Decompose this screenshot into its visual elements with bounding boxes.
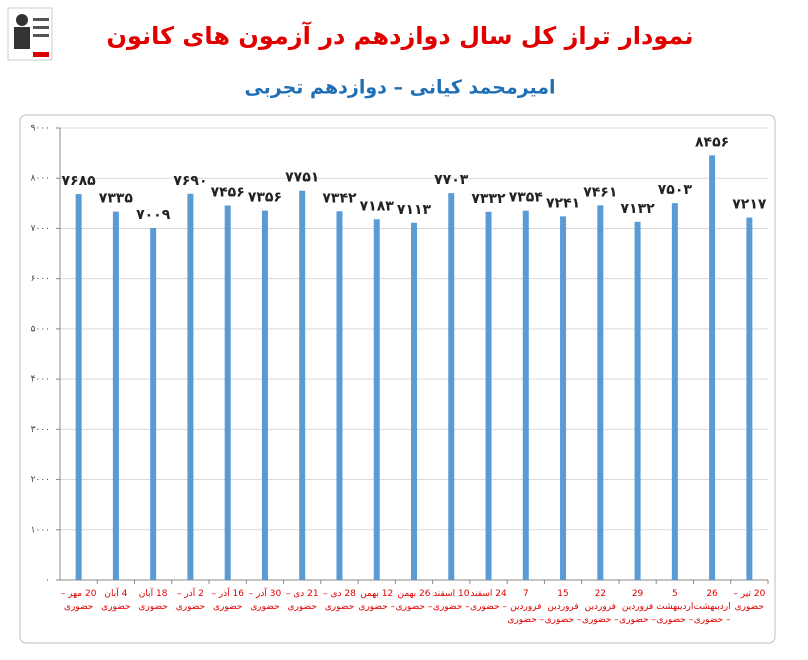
data-label: ۷۱۳۲ xyxy=(620,201,655,217)
data-label: ۸۴۵۶ xyxy=(695,134,729,150)
x-tick-label: 4 آبان حضوری xyxy=(101,589,131,612)
data-label: ۷۳۵۴ xyxy=(509,190,544,206)
data-label: ۷۳۵۶ xyxy=(248,190,282,206)
bar xyxy=(75,194,82,580)
data-label: ۷۶۸۵ xyxy=(62,173,97,189)
data-label: ۷۲۴۱ xyxy=(546,195,580,211)
x-tick-label: 30 آذر – حضوری xyxy=(248,589,282,612)
bar xyxy=(224,205,231,581)
data-label: ۷۳۳۲ xyxy=(471,191,506,207)
x-tick-label: 21 دی – حضوری xyxy=(285,589,319,612)
bar xyxy=(373,219,380,580)
bar xyxy=(299,190,306,581)
x-tick-label: 20 مهر – حضوری xyxy=(60,589,97,612)
bar xyxy=(112,211,119,580)
data-label: ۷۷۰۳ xyxy=(434,172,469,188)
x-tick-label: 26 بهمن – حضوری xyxy=(395,589,433,612)
bar xyxy=(448,193,455,580)
bar xyxy=(560,216,567,580)
data-label: ۷۴۵۶ xyxy=(211,185,245,201)
y-tick-label: ۴۰۰۰ xyxy=(31,375,50,385)
x-tick-label: 10 اسفند – حضوری xyxy=(432,589,470,612)
bar xyxy=(597,205,604,581)
bar xyxy=(746,217,753,581)
y-tick-label: ۵۰۰۰ xyxy=(31,324,50,334)
y-tick-label: ۷۰۰۰ xyxy=(31,224,50,234)
bar xyxy=(150,227,157,581)
x-tick-label: 26 اردیبهشت – حضوری xyxy=(693,589,731,625)
y-tick-label: ۳۰۰۰ xyxy=(31,425,50,435)
bar xyxy=(709,155,716,580)
x-tick-label: 28 دی – حضوری xyxy=(323,589,356,612)
data-label: ۷۳۳۵ xyxy=(99,191,134,207)
bar xyxy=(336,211,343,581)
chart-title: نمودار تراز کل سال دوازدهم در آزمون های … xyxy=(107,21,694,50)
bar xyxy=(485,211,492,580)
bar xyxy=(261,210,268,580)
x-tick-label: 5 اردیبهشت – حضوری xyxy=(656,589,694,625)
bar xyxy=(522,210,529,580)
logo xyxy=(7,7,53,61)
x-tick-label: 12 بهمن – حضوری xyxy=(358,589,396,612)
x-tick-label: 29 فروردین – حضوری xyxy=(619,589,656,625)
y-tick-label: ۶۰۰۰ xyxy=(31,274,50,284)
x-tick-label: 2 آذر – حضوری xyxy=(175,589,206,612)
data-label: ۷۲۱۷ xyxy=(732,197,767,213)
x-tick-label: 18 آبان حضوری xyxy=(138,589,168,612)
data-label: ۷۷۵۱ xyxy=(285,170,319,186)
plot-frame xyxy=(19,114,776,644)
y-tick-label: ۱۰۰۰ xyxy=(31,525,50,535)
data-label: ۷۳۴۲ xyxy=(322,190,357,206)
y-tick-label: ۹۰۰۰ xyxy=(31,124,50,134)
data-label: ۷۱۸۳ xyxy=(360,198,395,214)
data-label: ۷۱۱۳ xyxy=(397,202,432,218)
x-tick-label: 15 فروردین – حضوری xyxy=(544,589,582,625)
data-label: ۷۴۶۱ xyxy=(583,184,617,200)
y-tick-label: ۲۰۰۰ xyxy=(31,475,50,485)
x-tick-label: 24 اسفند – حضوری xyxy=(470,589,507,612)
x-tick-label: 16 آذر – حضوری xyxy=(211,589,244,612)
y-tick-label: ۰ xyxy=(45,576,50,586)
y-tick-label: ۸۰۰۰ xyxy=(31,174,50,184)
data-label: ۷۶۹۰ xyxy=(173,173,207,189)
data-label: ۷۵۰۳ xyxy=(658,182,693,198)
x-tick-label: 22 فروردین – حضوری xyxy=(581,589,619,625)
bar xyxy=(411,222,417,580)
bar xyxy=(187,193,194,580)
chart-subtitle: امیرمحمد کیانی – دوازدهم تجربی xyxy=(244,77,555,99)
x-tick-label: 7 فروردین – حضوری xyxy=(507,589,545,625)
x-tick-label: 20 تیر – حضوری xyxy=(733,589,766,612)
data-label: ۷۰۰۹ xyxy=(136,207,171,223)
bar xyxy=(671,203,678,580)
bar xyxy=(634,221,641,580)
